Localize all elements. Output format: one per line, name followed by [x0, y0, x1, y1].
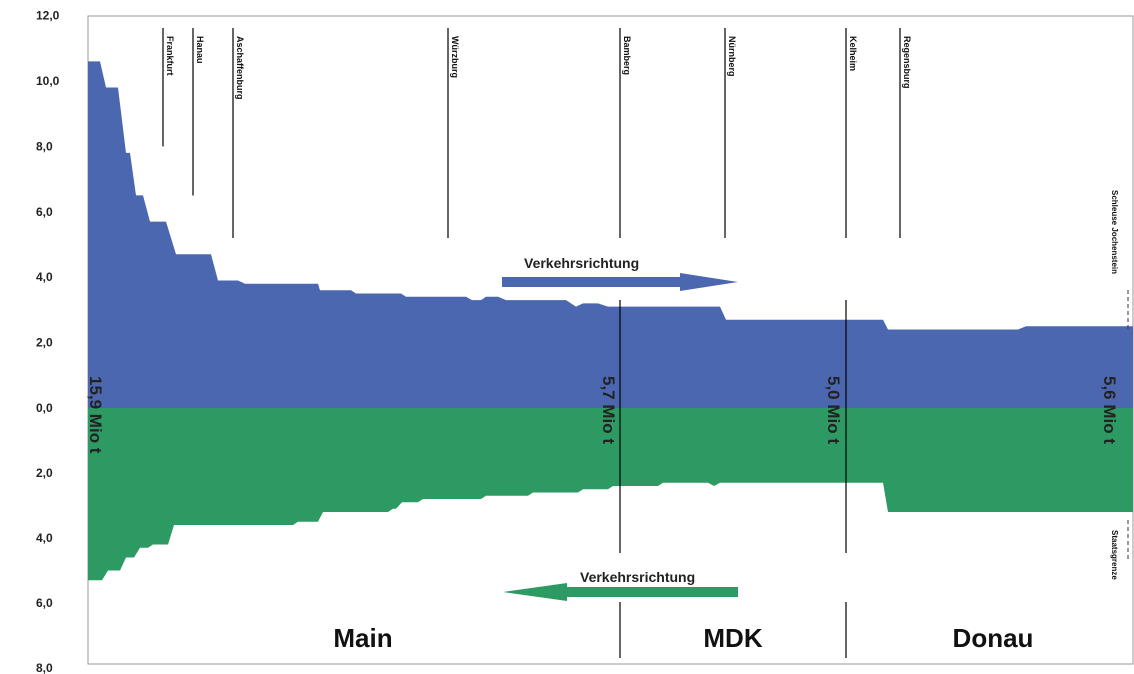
- arrow-lower-label: Verkehrsrichtung: [580, 569, 695, 585]
- tonnage-label: 15,9 Mio t: [86, 376, 105, 454]
- section-label: Donau: [953, 623, 1034, 653]
- y-tick-label: 6,0: [36, 205, 53, 219]
- y-tick-label: 2,0: [36, 466, 53, 480]
- arrow-upper-shape: [502, 273, 738, 291]
- city-layer: Frankfurt Hanau Aschaffenburg Würzburg Bambe…: [162, 28, 912, 238]
- divider-layer: [619, 300, 847, 658]
- label-layer: 15,9 Mio t 5,7 Mio t 5,0 Mio t 5,6 Mio t Mai…: [86, 376, 1119, 653]
- y-tick-label: 2,0: [36, 336, 53, 350]
- arrow-lower: Verkehrsrichtung: [503, 569, 738, 601]
- city-label: Kelheim: [848, 36, 858, 71]
- city-label: Regensburg: [902, 36, 912, 89]
- y-tick-label: 12,0: [36, 9, 60, 23]
- y-tick-label: 10,0: [36, 74, 60, 88]
- city-label: Bamberg: [622, 36, 632, 75]
- y-axis: 12,0 10,0 8,0 6,0 4,0 2,0 0,0 2,0 4,0 6,0 8,0: [36, 9, 60, 674]
- arrow-upper: Verkehrsrichtung: [502, 255, 738, 291]
- city-label: Aschaffenburg: [235, 36, 245, 100]
- arrow-lower-shape: [503, 583, 738, 601]
- tonnage-label: 5,7 Mio t: [599, 376, 618, 444]
- y-tick-label: 4,0: [36, 270, 53, 284]
- city-label: Frankfurt: [165, 36, 175, 76]
- arrow-upper-label: Verkehrsrichtung: [524, 255, 639, 271]
- section-label: MDK: [703, 623, 762, 653]
- y-tick-label: 6,0: [36, 596, 53, 610]
- tonnage-label: 5,6 Mio t: [1100, 376, 1119, 444]
- side-note-border: Staatsgrenze: [1110, 530, 1119, 580]
- area-series-lower: [88, 408, 1133, 581]
- series-layer: [88, 61, 1133, 581]
- city-label: Hanau: [195, 36, 205, 64]
- y-tick-label: 4,0: [36, 531, 53, 545]
- y-tick-label: 0,0: [36, 401, 53, 415]
- section-label: Main: [333, 623, 392, 653]
- side-note-lock: Schleuse Jochenstein: [1110, 190, 1119, 274]
- tonnage-label: 5,0 Mio t: [824, 376, 843, 444]
- y-tick-label: 8,0: [36, 139, 53, 153]
- y-tick-label: 8,0: [36, 661, 53, 674]
- area-series-upper: [88, 61, 1133, 409]
- city-label: Nürnberg: [727, 36, 737, 77]
- city-label: Würzburg: [450, 36, 460, 78]
